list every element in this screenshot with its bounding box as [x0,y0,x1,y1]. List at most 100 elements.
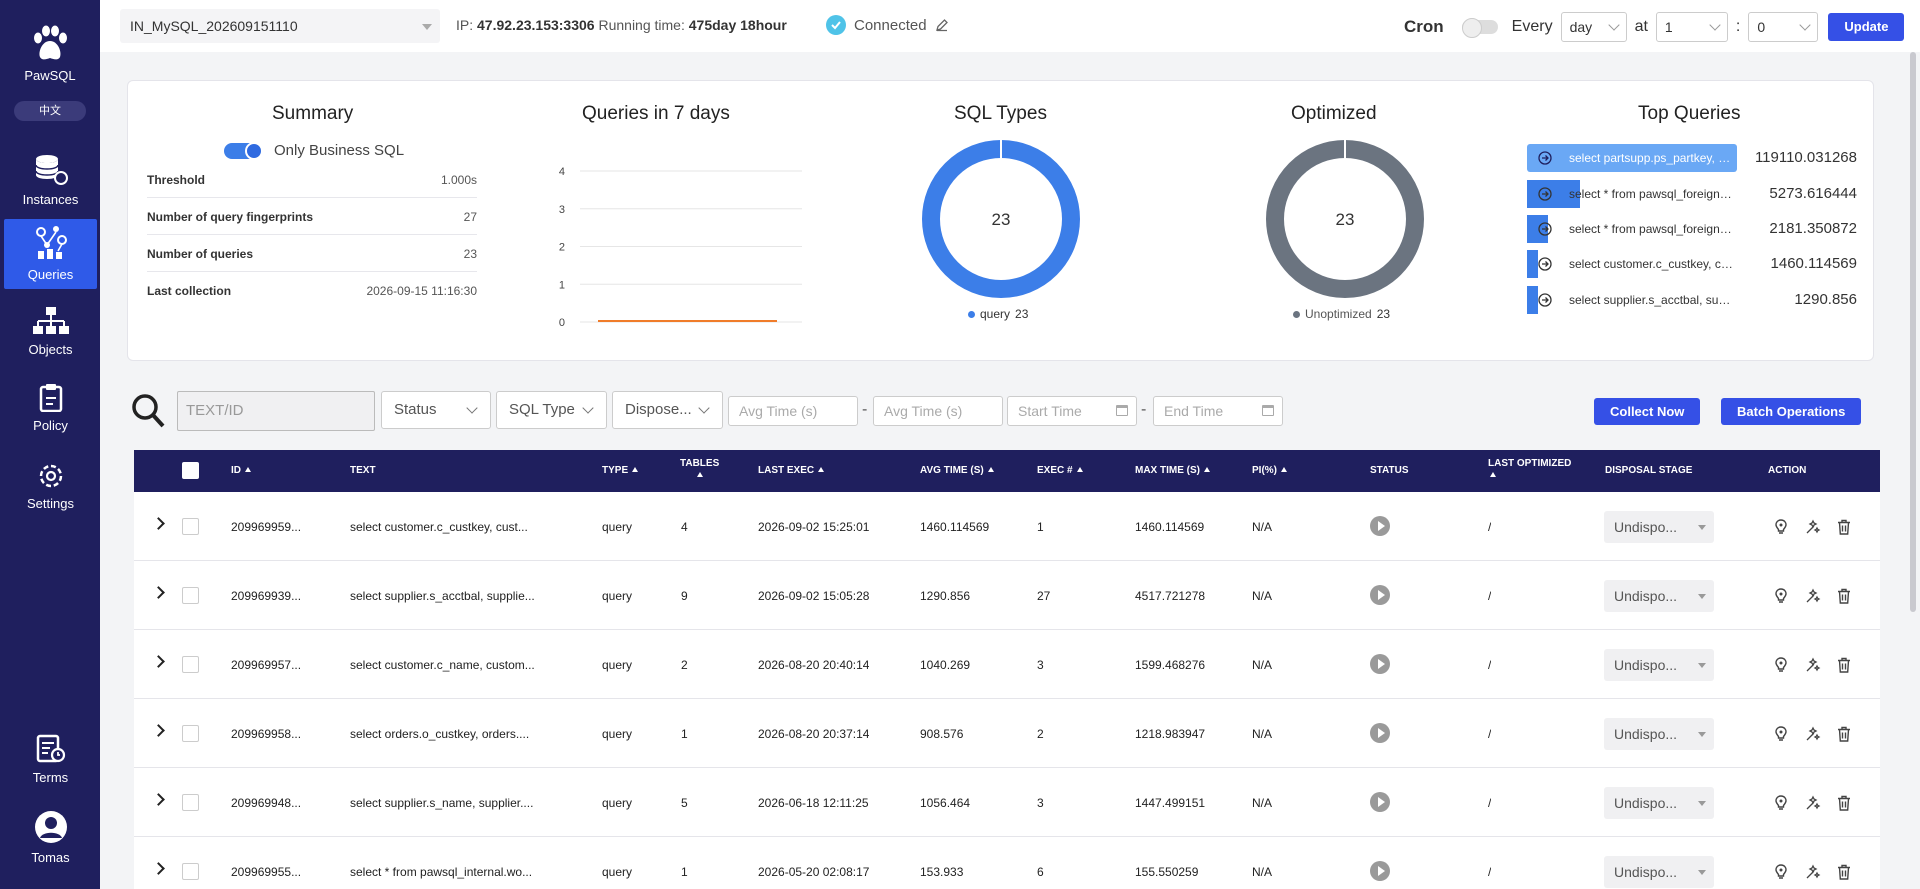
expand-chevron-icon[interactable] [152,586,165,599]
search-input[interactable]: TEXT/ID [177,391,375,431]
lightbulb-icon[interactable] [1774,864,1788,883]
row-checkbox[interactable] [182,794,199,811]
cell-id[interactable]: 209969959... [231,520,302,534]
disposal-stage-select[interactable]: Undispo... [1604,856,1714,888]
expand-chevron-icon[interactable] [152,517,165,530]
optimize-icon[interactable] [1805,726,1821,745]
expand-chevron-icon[interactable] [152,862,165,875]
business-sql-toggle[interactable] [224,141,263,160]
collect-now-button[interactable]: Collect Now [1594,398,1701,425]
sidebar-item-objects[interactable]: Objects [4,300,97,360]
hour-select[interactable]: 1 [1655,12,1728,42]
table-row[interactable]: 209969948... select supplier.s_name, supp… [134,768,1880,837]
col-pi[interactable]: PI(%) [1252,465,1287,476]
disposal-stage-select[interactable]: Undispo... [1604,511,1714,543]
play-status-icon[interactable] [1370,861,1390,881]
lightbulb-icon[interactable] [1774,519,1788,538]
trash-icon[interactable] [1837,519,1851,538]
batch-operations-button[interactable]: Batch Operations [1721,398,1862,425]
optimize-icon[interactable] [1805,519,1821,538]
table-row[interactable]: 209969955... select * from pawsql_interna… [134,837,1880,889]
app-logo[interactable]: PawSQL [0,24,100,83]
row-checkbox[interactable] [182,656,199,673]
cell-text[interactable]: select customer.c_custkey, cust... [350,520,528,534]
edit-icon[interactable] [935,18,949,32]
col-avg-time[interactable]: AVG TIME (S) [920,465,994,476]
scrollbar-thumb[interactable] [1910,52,1916,612]
disposal-stage-select[interactable]: Undispo... [1604,718,1714,750]
disposal-stage-select[interactable]: Undispo... [1604,649,1714,681]
top-query-item[interactable]: select * from pawsql_foreign_key 2181.350… [1527,215,1857,243]
sidebar-item-terms[interactable]: Terms [4,728,97,790]
cell-id[interactable]: 209969948... [231,796,302,810]
row-checkbox[interactable] [182,587,199,604]
row-checkbox[interactable] [182,518,199,535]
table-row[interactable]: 209969959... select customer.c_custkey, c… [134,492,1880,561]
page-scrollbar[interactable] [1906,52,1920,889]
cell-text[interactable]: select customer.c_name, custom... [350,658,535,672]
lightbulb-icon[interactable] [1774,795,1788,814]
cell-text[interactable]: select supplier.s_name, supplier.... [350,796,534,810]
trash-icon[interactable] [1837,588,1851,607]
top-query-item[interactable]: select supplier.s_acctbal, supplier 1290.… [1527,286,1857,314]
sidebar-item-settings[interactable]: Settings [4,456,97,516]
avg-time-from-input[interactable]: Avg Time (s) [728,396,858,426]
col-max-time[interactable]: MAX TIME (S) [1135,465,1210,476]
every-select[interactable]: day [1560,12,1627,42]
avg-time-to-input[interactable]: Avg Time (s) [873,396,1003,426]
table-row[interactable]: 209969939... select supplier.s_acctbal, s… [134,561,1880,630]
language-toggle[interactable]: 中文 [14,101,86,121]
start-time-input[interactable]: Start Time [1007,396,1137,426]
expand-chevron-icon[interactable] [152,724,165,737]
optimize-icon[interactable] [1805,657,1821,676]
sql-type-filter[interactable]: SQL Type [496,391,607,429]
cron-toggle[interactable] [1461,18,1498,38]
expand-chevron-icon[interactable] [152,793,165,806]
row-checkbox[interactable] [182,863,199,880]
lightbulb-icon[interactable] [1774,657,1788,676]
update-button[interactable]: Update [1828,13,1905,41]
col-tables[interactable]: TABLES [680,458,719,482]
lightbulb-icon[interactable] [1774,726,1788,745]
status-filter[interactable]: Status [381,391,491,429]
cell-id[interactable]: 209969957... [231,658,302,672]
col-exec-count[interactable]: EXEC # [1037,465,1083,476]
cell-text[interactable]: select * from pawsql_internal.wo... [350,865,533,879]
sidebar-item-instances[interactable]: Instances [4,148,97,208]
sidebar-item-queries[interactable]: Queries [4,219,97,289]
top-query-item[interactable]: select partsupp.ps_partkey, partsupp.ps_… [1527,144,1857,172]
instance-select[interactable]: IN_MySQL_202609151110 [120,9,440,43]
lightbulb-icon[interactable] [1774,588,1788,607]
table-row[interactable]: 209969957... select customer.c_name, cust… [134,630,1880,699]
top-query-item[interactable]: select * from pawsql_foreign_key 5273.616… [1527,180,1857,208]
play-status-icon[interactable] [1370,792,1390,812]
sidebar-item-policy[interactable]: Policy [4,378,97,438]
user-menu[interactable]: Tomas [4,804,97,870]
play-status-icon[interactable] [1370,723,1390,743]
select-all-checkbox[interactable] [182,462,199,479]
col-id[interactable]: ID [231,465,251,476]
play-status-icon[interactable] [1370,654,1390,674]
expand-chevron-icon[interactable] [152,655,165,668]
disposal-filter[interactable]: Dispose... [612,391,723,429]
col-type[interactable]: TYPE [602,465,639,476]
play-status-icon[interactable] [1370,516,1390,536]
table-row[interactable]: 209969958... select orders.o_custkey, ord… [134,699,1880,768]
top-query-item[interactable]: select customer.c_custkey, customer 1460.… [1527,250,1857,278]
optimize-icon[interactable] [1805,588,1821,607]
disposal-stage-select[interactable]: Undispo... [1604,580,1714,612]
cell-text[interactable]: select orders.o_custkey, orders.... [350,727,530,741]
col-last-optimized[interactable]: LAST OPTIMIZED [1488,458,1571,482]
play-status-icon[interactable] [1370,585,1390,605]
trash-icon[interactable] [1837,795,1851,814]
cell-id[interactable]: 209969939... [231,589,302,603]
disposal-stage-select[interactable]: Undispo... [1604,787,1714,819]
trash-icon[interactable] [1837,657,1851,676]
minute-select[interactable]: 0 [1748,12,1819,42]
col-last-exec[interactable]: LAST EXEC [758,465,825,476]
optimize-icon[interactable] [1805,864,1821,883]
cell-text[interactable]: select supplier.s_acctbal, supplie... [350,589,535,603]
cell-id[interactable]: 209969958... [231,727,302,741]
cell-id[interactable]: 209969955... [231,865,302,879]
trash-icon[interactable] [1837,864,1851,883]
